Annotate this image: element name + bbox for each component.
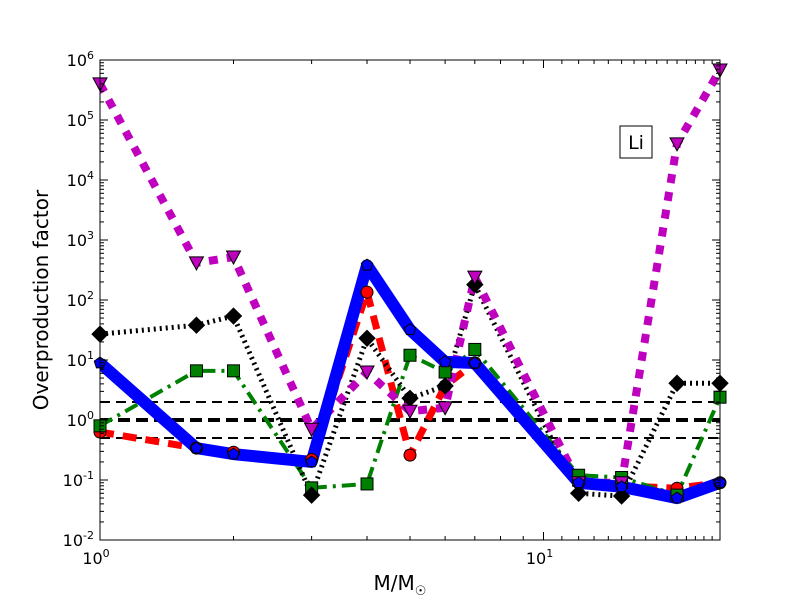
magenta-triangles-point	[402, 404, 418, 420]
black-diamonds-line	[100, 282, 720, 499]
green-squares-point	[227, 364, 241, 378]
green-squares-point	[403, 348, 417, 362]
magenta-triangles-point	[188, 256, 205, 271]
black-diamonds-point	[612, 487, 631, 505]
black-diamonds-point	[569, 484, 588, 503]
x-axis-label: M/M☉	[374, 571, 427, 599]
black-diamonds-point	[187, 316, 206, 334]
magenta-triangles-point	[225, 250, 242, 266]
y-tick-label: 102	[67, 289, 94, 310]
y-tick-label: 106	[67, 49, 94, 70]
blue-pentagons-point	[403, 323, 417, 336]
magenta-triangles-point	[466, 270, 483, 286]
y-tick-label: 10-1	[63, 469, 94, 490]
green-squares-point	[468, 342, 482, 356]
blue-pentagons-point	[615, 480, 628, 493]
x-tick-label: 100	[82, 547, 109, 568]
blue-pentagons-point	[227, 447, 240, 460]
y-tick-label: 10-2	[63, 529, 94, 550]
red-circles-point	[360, 285, 374, 299]
x-tick-label: 101	[526, 547, 553, 568]
green-squares-line	[100, 347, 720, 498]
magenta-triangles-line	[100, 68, 720, 487]
y-tick-label: 100	[67, 409, 94, 430]
blue-pentagons-point	[438, 355, 452, 368]
blue-pentagons-point	[572, 476, 585, 489]
black-diamonds-point	[358, 329, 376, 348]
y-tick-label: 101	[67, 349, 94, 370]
blue-pentagons-point	[360, 258, 374, 271]
blue-pentagons-point	[670, 491, 684, 504]
annotation-box: Li	[619, 125, 653, 159]
y-tick-label: 105	[67, 109, 94, 130]
y-tick-label: 104	[67, 169, 94, 190]
sun-symbol: ☉	[415, 584, 427, 599]
green-squares-point	[189, 364, 203, 378]
black-diamonds-point	[302, 486, 321, 504]
black-diamonds-point	[436, 377, 454, 395]
blue-pentagons-point	[305, 455, 318, 468]
annotation-label: Li	[628, 132, 644, 154]
magenta-triangles-point	[669, 137, 685, 152]
y-tick-label: 103	[67, 229, 94, 250]
red-circles-point	[403, 448, 417, 462]
magenta-triangles-point	[437, 401, 453, 416]
blue-pentagons-point	[468, 356, 482, 369]
green-squares-point	[438, 365, 452, 379]
green-squares-point	[360, 477, 374, 491]
magenta-triangles-point	[359, 365, 375, 381]
blue-pentagons-point	[190, 441, 203, 454]
magenta-triangles-point	[303, 422, 320, 438]
black-diamonds-point	[668, 374, 686, 392]
y-axis-label: Overproduction factor	[29, 189, 53, 410]
black-diamonds-point	[224, 307, 243, 325]
